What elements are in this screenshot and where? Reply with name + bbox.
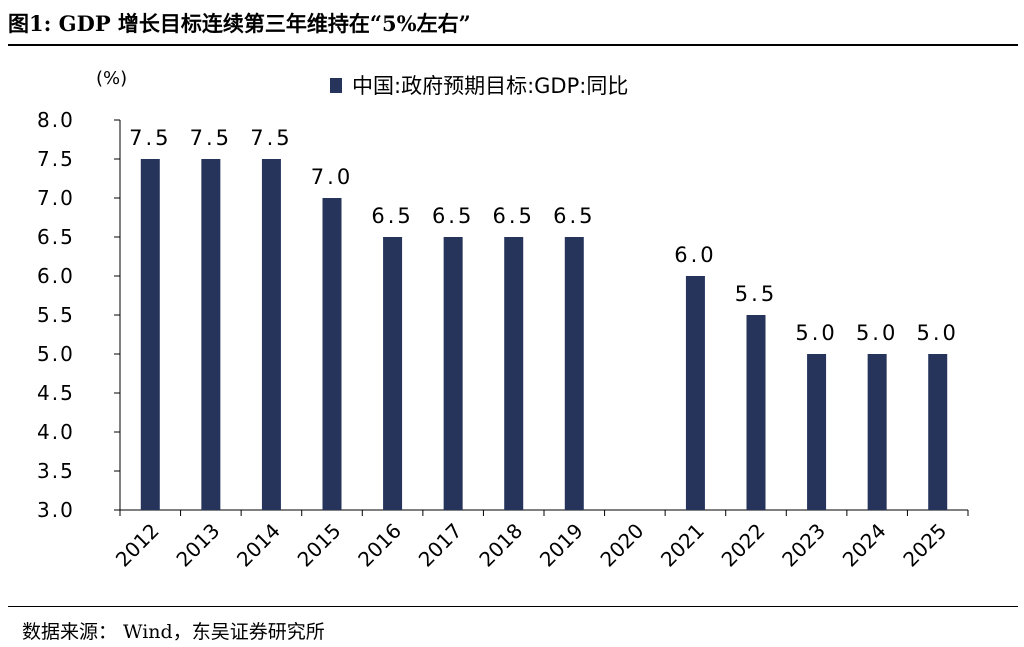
legend: 中国:政府预期目标:GDP:同比 bbox=[330, 74, 628, 98]
x-tick-label: 2016 bbox=[353, 519, 406, 572]
x-tick-label: 2017 bbox=[414, 519, 467, 572]
gdp-target-bar-chart: 3.0 3.5 4.0 4.5 5.0 5.5 6.0 6.5 7.0 7.5 8.0 (%) 201… bbox=[37, 68, 969, 572]
bar bbox=[807, 354, 827, 510]
y-tick-label: 5.5 bbox=[37, 303, 75, 327]
bar-value-label: 6.5 bbox=[493, 204, 535, 228]
bar bbox=[261, 159, 281, 510]
bar bbox=[322, 198, 342, 510]
bar-value-label: 6.5 bbox=[553, 204, 595, 228]
x-tick-label: 2022 bbox=[717, 519, 770, 572]
y-tick-label: 4.0 bbox=[37, 420, 75, 444]
y-tick-label: 8.0 bbox=[37, 108, 75, 132]
x-tick-label: 2024 bbox=[838, 519, 891, 572]
bar bbox=[685, 276, 705, 510]
bar-value-label: 7.5 bbox=[129, 126, 171, 150]
x-tick-label: 2013 bbox=[171, 519, 224, 572]
bar-value-label: 5.0 bbox=[856, 321, 898, 345]
y-tick-label: 6.5 bbox=[37, 225, 75, 249]
figure-title: 图1: GDP 增长目标连续第三年维持在“5%左右” bbox=[8, 11, 471, 36]
x-tick-label: 2012 bbox=[111, 519, 164, 572]
bar bbox=[928, 354, 948, 510]
x-axis: 2012 2013 2014 2015 2016 2017 2018 2019 2020 2021… bbox=[111, 509, 969, 572]
top-rule bbox=[8, 44, 1018, 46]
x-tick-label: 2020 bbox=[595, 519, 648, 572]
bar-value-label: 6.5 bbox=[371, 204, 413, 228]
y-tick-label: 7.0 bbox=[37, 186, 75, 210]
bar bbox=[867, 354, 887, 510]
bottom-rule bbox=[8, 606, 1018, 607]
x-tick-label: 2018 bbox=[474, 519, 527, 572]
bar-value-label: 6.0 bbox=[674, 243, 716, 267]
y-tick-label: 6.0 bbox=[37, 264, 75, 288]
x-tick-label: 2015 bbox=[293, 519, 346, 572]
bar-series bbox=[140, 159, 948, 510]
y-tick-label: 3.0 bbox=[37, 498, 75, 522]
bar-value-label: 7.5 bbox=[250, 126, 292, 150]
bar bbox=[201, 159, 221, 510]
x-tick-label: 2021 bbox=[656, 519, 709, 572]
x-tick-label: 2014 bbox=[232, 519, 285, 572]
x-tick-label: 2019 bbox=[535, 519, 588, 572]
bar-value-label: 5.0 bbox=[795, 321, 837, 345]
y-axis: 3.0 3.5 4.0 4.5 5.0 5.5 6.0 6.5 7.0 7.5 8.0 (%) bbox=[37, 68, 127, 522]
bar-value-label: 6.5 bbox=[432, 204, 474, 228]
bar-value-label: 5.0 bbox=[917, 321, 959, 345]
y-tick-label: 4.5 bbox=[37, 381, 75, 405]
y-tick-label: 7.5 bbox=[37, 147, 75, 171]
bar bbox=[383, 237, 403, 510]
bar-value-label: 5.5 bbox=[735, 282, 777, 306]
bar-value-label: 7.0 bbox=[311, 165, 353, 189]
y-tick-label: 5.0 bbox=[37, 342, 75, 366]
x-tick-label: 2025 bbox=[898, 519, 951, 572]
bar bbox=[443, 237, 463, 510]
data-labels: 7.5 7.5 7.5 7.0 6.5 6.5 6.5 6.5 6.0 5.5 5.0 5.0 5.0 bbox=[129, 126, 959, 345]
bar bbox=[140, 159, 160, 510]
y-axis-unit-label: (%) bbox=[96, 68, 127, 89]
bar bbox=[504, 237, 524, 510]
bar bbox=[564, 237, 584, 510]
y-tick-label: 3.5 bbox=[37, 459, 75, 483]
x-tick-label: 2023 bbox=[777, 519, 830, 572]
legend-swatch bbox=[330, 78, 342, 93]
source-note: 数据来源： Wind，东吴证券研究所 bbox=[22, 621, 325, 643]
bar-value-label: 7.5 bbox=[190, 126, 232, 150]
bar bbox=[746, 315, 766, 510]
legend-label: 中国:政府预期目标:GDP:同比 bbox=[352, 74, 628, 98]
